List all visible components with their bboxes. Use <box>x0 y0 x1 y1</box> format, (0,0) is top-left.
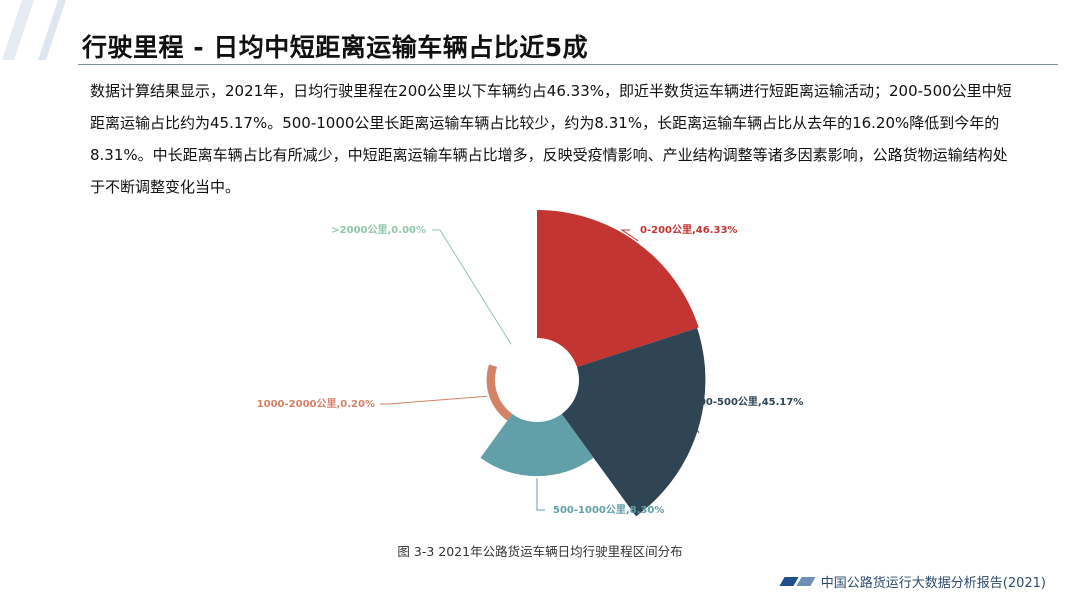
slice-data-label: >2000公里,0.00% <box>331 224 426 236</box>
rose-slice <box>486 364 513 421</box>
report-footer: 中国公路货运行大数据分析报告(2021) <box>779 572 1046 591</box>
title-divider <box>78 64 1058 65</box>
corner-decoration <box>2 0 66 60</box>
slice-data-label: 500-1000公里,8.30% <box>553 504 664 516</box>
slice-data-label: 1000-2000公里,0.20% <box>257 398 375 410</box>
footer-mark-bar <box>796 577 816 586</box>
mileage-rose-chart: 0-200公里,46.33% 200-500公里,45.17% 500-1000公里… <box>257 210 803 517</box>
rose-slice <box>537 210 699 368</box>
slice-leader-line <box>670 401 700 433</box>
slice-leader-line <box>536 478 545 511</box>
rose-slice <box>480 413 594 477</box>
footer-mark-bar <box>779 577 799 586</box>
footer-logo-mark <box>779 577 816 586</box>
slice-data-label: 0-200公里,46.33% <box>640 224 737 236</box>
summary-paragraph: 数据计算结果显示，2021年，日均行驶里程在200公里以下车辆约占46.33%，… <box>90 82 1012 196</box>
slice-leader-line <box>620 229 639 242</box>
figure-caption: 图 3-3 2021年公路货运车辆日均行驶里程区间分布 <box>397 544 683 559</box>
footer-report-name: 中国公路货运行大数据分析报告(2021) <box>820 576 1046 591</box>
slice-leader-line <box>380 395 488 405</box>
slice-data-label: 200-500公里,45.17% <box>692 396 803 408</box>
rose-slice <box>561 327 706 517</box>
page-title: 行驶里程 - 日均中短距离运输车辆占比近5成 <box>82 33 589 62</box>
slice-leader-line <box>432 229 512 345</box>
